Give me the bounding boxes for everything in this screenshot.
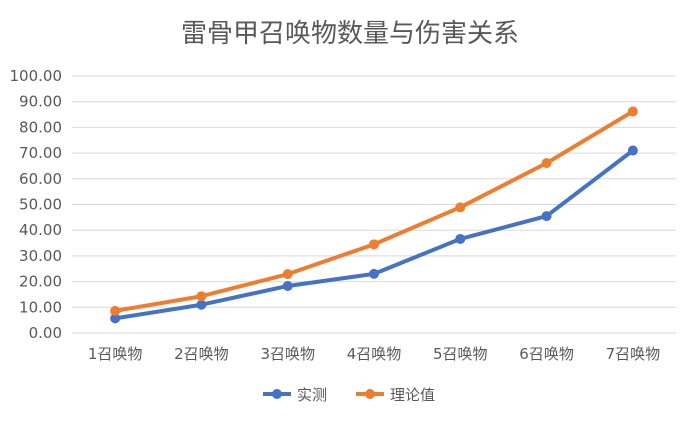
y-tick-label: 30.00 <box>19 247 62 265</box>
legend-label: 实测 <box>297 386 327 404</box>
data-point <box>110 313 121 324</box>
chart-title: 雷骨甲召唤物数量与伤害关系 <box>181 19 519 49</box>
data-point <box>282 280 293 291</box>
y-tick-label: 0.00 <box>29 324 62 342</box>
y-tick-label: 70.00 <box>19 144 62 162</box>
x-tick-label: 1召唤物 <box>88 345 143 363</box>
x-tick-label: 7召唤物 <box>606 345 661 363</box>
y-tick-label: 60.00 <box>19 170 62 188</box>
data-point <box>455 202 466 213</box>
y-tick-label: 20.00 <box>19 273 62 291</box>
y-tick-label: 10.00 <box>19 298 62 316</box>
y-tick-label: 80.00 <box>19 118 62 136</box>
legend-label: 理论值 <box>390 386 435 404</box>
legend-swatch-marker <box>272 389 282 399</box>
data-point <box>541 211 552 222</box>
y-tick-label: 50.00 <box>19 196 62 214</box>
x-tick-label: 4召唤物 <box>347 345 402 363</box>
data-point <box>369 268 379 279</box>
data-point <box>627 145 638 156</box>
y-tick-label: 100.00 <box>10 67 63 85</box>
data-point <box>282 269 293 280</box>
x-tick-label: 6召唤物 <box>519 345 574 363</box>
data-point <box>369 239 379 250</box>
y-axis-ticks: 0.00 10.00 20.00 30.00 40.00 50.00 60.00 70.00 8… <box>10 67 63 342</box>
data-point <box>541 158 552 169</box>
data-point <box>110 305 121 316</box>
gridlines <box>72 75 676 334</box>
y-tick-label: 40.00 <box>19 221 62 239</box>
legend-swatch-marker <box>365 389 375 399</box>
x-axis-ticks: 1召唤物 2召唤物 3召唤物 4召唤物 5召唤物 6召唤物 7召唤物 <box>88 345 660 363</box>
x-tick-label: 3召唤物 <box>260 345 315 363</box>
data-point <box>627 106 638 117</box>
data-point <box>196 291 207 302</box>
data-point <box>455 233 466 244</box>
legend: 实测 理论值 <box>263 386 435 404</box>
series-layer <box>110 106 638 324</box>
x-tick-label: 5召唤物 <box>433 345 488 363</box>
x-tick-label: 2召唤物 <box>174 345 229 363</box>
data-point <box>196 299 207 310</box>
series-line-1 <box>113 148 635 321</box>
y-tick-label: 90.00 <box>19 93 62 111</box>
